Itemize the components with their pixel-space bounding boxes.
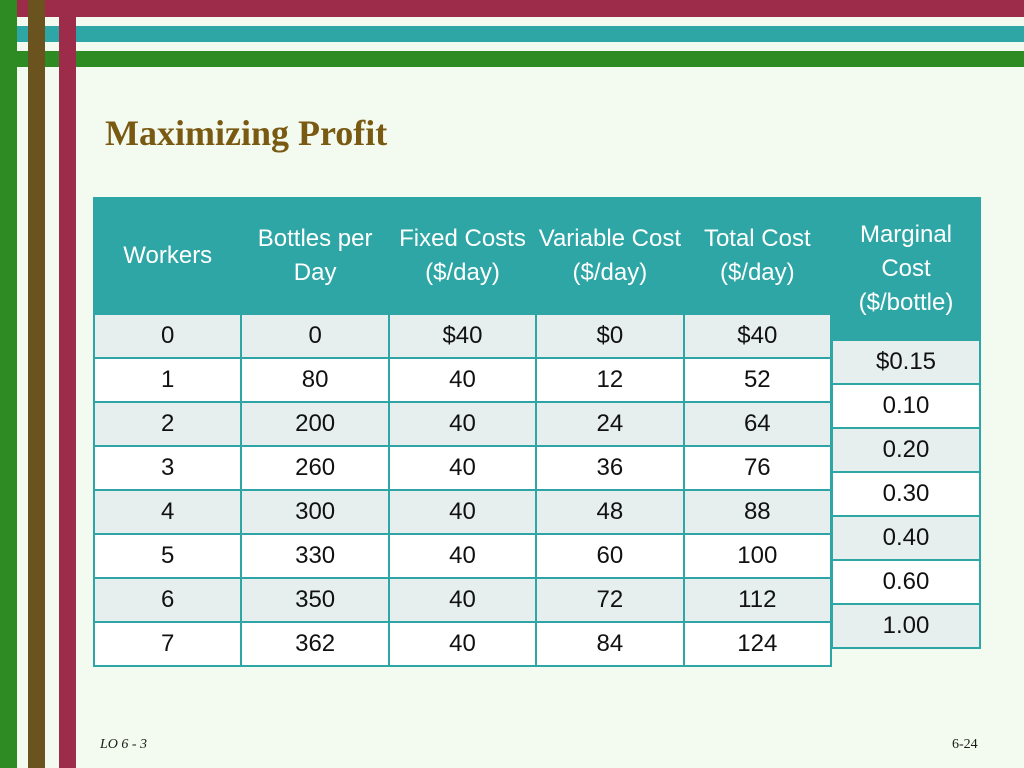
cell-total: 124 [682,621,833,667]
cell-total: 88 [682,489,833,535]
table-row: 0.30 [831,471,981,517]
table-row: $0.15 [831,339,981,385]
header-fixed-costs: Fixed Costs ($/day) [387,197,538,315]
learning-objective-label: LO 6 - 3 [100,737,148,752]
marginal-header-row: Marginal Cost ($/bottle) [831,197,981,341]
cell-marginal-cost: 0.20 [831,427,981,473]
cell-workers: 6 [92,577,243,623]
table-header-row: Workers Bottles per Day Fixed Costs ($/d… [92,197,833,315]
cell-bottles: 350 [240,577,390,623]
left-red-stripe [59,0,76,768]
cell-bottles: 80 [240,357,390,403]
cell-fixed: 40 [387,489,538,535]
cell-variable: 36 [535,445,685,491]
cell-marginal-cost: $0.15 [831,339,981,385]
header-marginal-cost: Marginal Cost ($/bottle) [831,197,981,341]
cell-workers: 3 [92,445,243,491]
left-green-stripe [0,0,17,768]
table-row: 3 260 40 36 76 [92,445,833,491]
top-red-stripe [0,0,1024,17]
top-teal-stripe [0,26,1024,42]
cell-total: 52 [682,357,833,403]
cell-fixed: 40 [387,357,538,403]
header-bottles: Bottles per Day [240,197,390,315]
cell-variable: 60 [535,533,685,579]
cell-variable: 24 [535,401,685,447]
table-row: 7 362 40 84 124 [92,621,833,667]
page-number: 6-24 [952,737,978,752]
cell-bottles: 0 [240,313,390,359]
cell-workers: 0 [92,313,243,359]
cell-total: 64 [682,401,833,447]
cell-marginal-cost: 0.40 [831,515,981,561]
top-green-stripe [0,51,1024,67]
left-brown-stripe [28,0,45,768]
table-row: 1 80 40 12 52 [92,357,833,403]
header-total-cost: Total Cost ($/day) [682,197,833,315]
cell-fixed: 40 [387,621,538,667]
cell-variable: 12 [535,357,685,403]
header-variable-cost: Variable Cost ($/day) [535,197,685,315]
table-row: 6 350 40 72 112 [92,577,833,623]
cell-workers: 7 [92,621,243,667]
table-row: 2 200 40 24 64 [92,401,833,447]
cell-variable: 48 [535,489,685,535]
table-row: 0 0 $40 $0 $40 [92,313,833,359]
cell-bottles: 362 [240,621,390,667]
cell-workers: 1 [92,357,243,403]
cell-total: 112 [682,577,833,623]
cell-bottles: 260 [240,445,390,491]
cell-total: 76 [682,445,833,491]
cell-marginal-cost: 0.10 [831,383,981,429]
cell-fixed: 40 [387,445,538,491]
cell-bottles: 300 [240,489,390,535]
cell-workers: 2 [92,401,243,447]
cost-table: Workers Bottles per Day Fixed Costs ($/d… [92,197,833,667]
cell-bottles: 200 [240,401,390,447]
cell-variable: $0 [535,313,685,359]
cell-fixed: 40 [387,533,538,579]
cell-marginal-cost: 0.60 [831,559,981,605]
table-row: 4 300 40 48 88 [92,489,833,535]
cell-fixed: 40 [387,401,538,447]
table-row: 0.40 [831,515,981,561]
table-row: 1.00 [831,603,981,649]
slide-title: Maximizing Profit [105,113,388,153]
cell-total: $40 [682,313,833,359]
cell-variable: 72 [535,577,685,623]
cell-fixed: 40 [387,577,538,623]
cell-bottles: 330 [240,533,390,579]
table-row: 0.60 [831,559,981,605]
cell-workers: 5 [92,533,243,579]
table-row: 0.10 [831,383,981,429]
cell-marginal-cost: 1.00 [831,603,981,649]
cell-variable: 84 [535,621,685,667]
cell-marginal-cost: 0.30 [831,471,981,517]
table-row: 0.20 [831,427,981,473]
cell-fixed: $40 [387,313,538,359]
cell-workers: 4 [92,489,243,535]
cell-total: 100 [682,533,833,579]
table-row: 5 330 40 60 100 [92,533,833,579]
header-workers: Workers [92,197,243,315]
marginal-cost-table: Marginal Cost ($/bottle) $0.15 0.10 0.20… [831,197,981,649]
